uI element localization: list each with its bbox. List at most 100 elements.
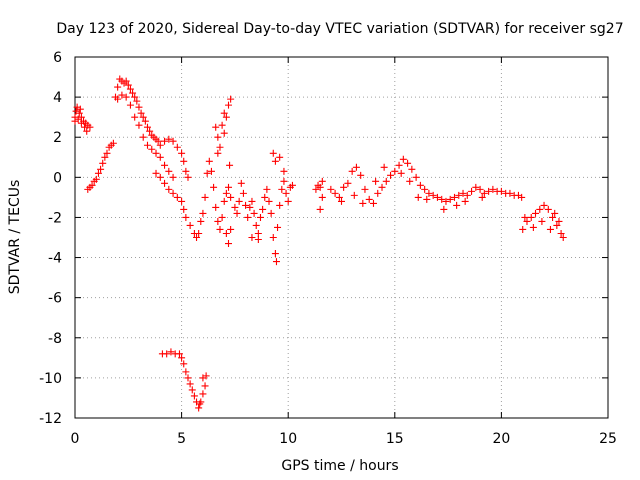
x-tick-label: 25 xyxy=(599,431,617,447)
data-point xyxy=(227,225,235,233)
data-point xyxy=(442,197,450,205)
data-point xyxy=(152,149,160,157)
data-point xyxy=(440,205,448,213)
data-point xyxy=(225,240,233,248)
data-point xyxy=(478,193,486,201)
data-point xyxy=(461,197,469,205)
data-point xyxy=(114,83,122,91)
data-point xyxy=(184,173,192,181)
data-point xyxy=(184,374,192,382)
data-point xyxy=(220,129,228,137)
data-point xyxy=(425,189,433,197)
data-point xyxy=(131,113,139,121)
data-point xyxy=(246,203,254,211)
data-point xyxy=(182,213,190,221)
data-point xyxy=(201,193,209,201)
data-point xyxy=(156,153,164,161)
data-point xyxy=(250,209,258,217)
data-point xyxy=(529,223,537,231)
data-point xyxy=(521,213,529,221)
data-points xyxy=(71,75,567,412)
data-point xyxy=(546,225,554,233)
y-tick-label: 6 xyxy=(53,50,62,66)
data-point xyxy=(338,197,345,205)
x-tick-label: 5 xyxy=(177,431,186,447)
y-tick-label: 2 xyxy=(53,130,62,146)
data-point xyxy=(135,103,143,111)
data-point xyxy=(406,177,414,185)
data-point xyxy=(222,113,230,121)
x-tick-label: 15 xyxy=(386,431,404,447)
data-point xyxy=(126,101,134,109)
data-point xyxy=(387,171,395,179)
data-point xyxy=(207,167,215,175)
data-point xyxy=(72,107,80,115)
data-point xyxy=(480,189,488,197)
data-point xyxy=(242,201,250,209)
data-point xyxy=(83,127,91,135)
data-point xyxy=(81,123,89,131)
data-point xyxy=(248,197,256,205)
data-point xyxy=(254,229,262,237)
data-point xyxy=(252,221,260,229)
data-point xyxy=(239,189,247,197)
data-point xyxy=(195,229,203,237)
data-point xyxy=(318,177,326,185)
data-point xyxy=(148,145,156,153)
data-point xyxy=(453,201,461,209)
data-point xyxy=(222,229,230,237)
data-point xyxy=(74,115,82,123)
data-point xyxy=(201,382,209,390)
data-point xyxy=(218,121,226,129)
data-point xyxy=(175,350,183,358)
data-point xyxy=(126,85,134,93)
data-point xyxy=(318,193,326,201)
data-point xyxy=(169,137,177,145)
data-point xyxy=(331,189,339,197)
data-point xyxy=(167,348,175,356)
y-tick-label: -6 xyxy=(48,291,62,307)
data-point xyxy=(135,121,143,129)
y-tick-label: 0 xyxy=(53,170,62,186)
data-point xyxy=(225,101,233,109)
data-point xyxy=(205,157,213,165)
data-point xyxy=(532,209,540,217)
data-point xyxy=(199,209,207,217)
data-point xyxy=(233,209,241,217)
data-point xyxy=(414,193,422,201)
x-tick-label: 0 xyxy=(71,431,80,447)
data-point xyxy=(161,137,169,145)
data-point xyxy=(214,217,222,225)
data-point xyxy=(544,205,552,213)
data-point xyxy=(180,360,188,368)
data-point xyxy=(139,113,147,121)
data-point xyxy=(555,217,563,225)
data-point xyxy=(195,404,203,412)
data-point xyxy=(118,91,126,99)
data-point xyxy=(161,179,169,187)
data-point xyxy=(146,127,154,135)
data-point xyxy=(404,159,412,167)
data-point xyxy=(196,400,204,408)
y-tick-label: -4 xyxy=(48,251,62,267)
data-point xyxy=(272,258,280,266)
data-point xyxy=(254,236,262,244)
data-point xyxy=(212,123,220,131)
data-point xyxy=(231,203,239,211)
data-point xyxy=(350,191,358,199)
data-point xyxy=(139,133,147,141)
data-point xyxy=(378,183,386,191)
data-point xyxy=(216,225,224,233)
data-point xyxy=(259,205,267,213)
data-point xyxy=(235,197,243,205)
data-point xyxy=(226,161,234,169)
data-point xyxy=(133,97,141,105)
data-point xyxy=(263,185,271,193)
data-point xyxy=(173,193,181,201)
data-point xyxy=(282,189,290,197)
chart-title: Day 123 of 2020, Sidereal Day-to-day VTE… xyxy=(56,21,623,37)
y-tick-label: -2 xyxy=(48,210,62,226)
data-point xyxy=(455,191,463,199)
data-point xyxy=(131,93,139,101)
